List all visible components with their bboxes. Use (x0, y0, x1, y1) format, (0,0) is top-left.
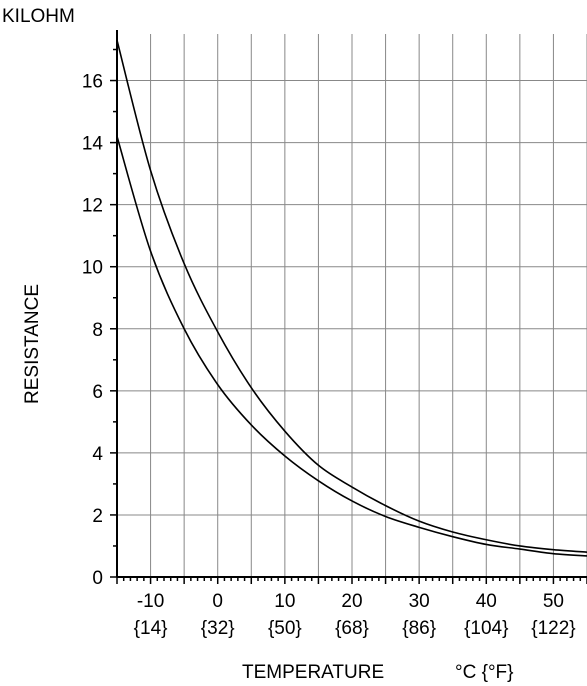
x-tick-label-fahrenheit: {32} (201, 618, 235, 639)
x-tick-label: 40 (476, 591, 497, 612)
x-unit-label: °C {°F} (455, 662, 514, 683)
x-tick-label: 0 (212, 591, 223, 612)
grid (117, 34, 587, 577)
y-tick-label: 10 (82, 258, 103, 279)
y-tick-label: 8 (92, 320, 103, 341)
lower-resistance-curve (116, 136, 587, 557)
y-tick-label: 2 (92, 506, 103, 527)
y-axis-title: RESISTANCE (22, 284, 43, 404)
x-tick-label-fahrenheit: {14} (134, 618, 168, 639)
x-tick-label: -10 (137, 591, 164, 612)
x-tick-label: 10 (274, 591, 295, 612)
x-tick-label-fahrenheit: {68} (335, 618, 369, 639)
upper-resistance-curve (116, 40, 587, 553)
y-tick-label: 4 (92, 444, 103, 465)
y-tick-label: 16 (82, 72, 103, 93)
y-tick-label: 0 (92, 568, 103, 589)
tick-labels: 0 2 4 6 8 10 12 14 16 -10 {14} 0 {32} 10 {50} 20 {68} 30 {… (82, 72, 576, 639)
x-tick-label-fahrenheit: {86} (402, 618, 436, 639)
series-group (116, 40, 587, 557)
x-axis-title: TEMPERATURE (242, 662, 384, 683)
x-tick-label-fahrenheit: {104} (464, 618, 508, 639)
y-tick-label: 6 (92, 382, 103, 403)
y-tick-label: 14 (82, 134, 104, 155)
x-tick-label-fahrenheit: {122} (531, 618, 575, 639)
x-tick-label: 50 (543, 591, 564, 612)
x-tick-label-fahrenheit: {50} (268, 618, 302, 639)
y-tick-label: 12 (82, 196, 103, 217)
x-tick-label: 30 (409, 591, 430, 612)
axes (110, 30, 587, 584)
x-tick-label: 20 (341, 591, 362, 612)
y-unit-label: KILOHM (2, 6, 75, 27)
